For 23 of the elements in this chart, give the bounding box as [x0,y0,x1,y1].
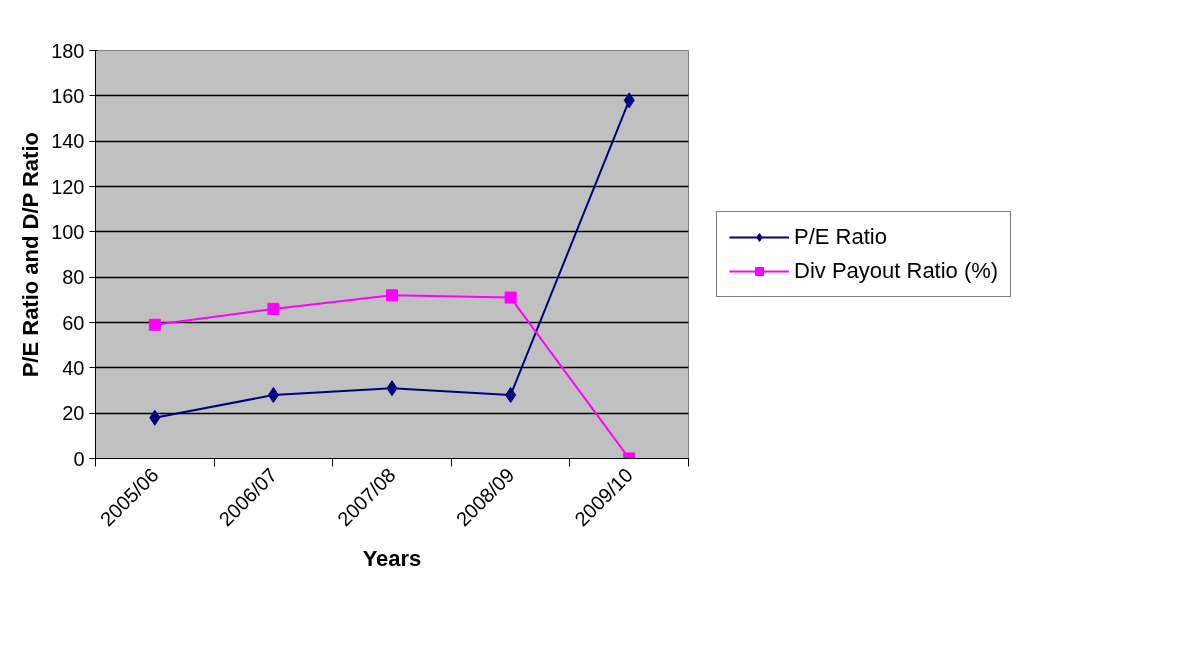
point [505,387,517,404]
y-tick-label: 0 [73,447,85,470]
y-tick-label: 60 [62,311,85,334]
point [148,318,161,331]
point [267,302,280,315]
y-axis-title: P/E Ratio and D/P Ratio [18,132,44,378]
y-tick-label: 160 [51,84,85,107]
legend-label: P/E Ratio [794,224,887,250]
y-tick-label: 80 [62,266,85,289]
y-tick-label: 100 [51,220,85,243]
y-tick-label: 140 [51,130,85,153]
legend-label: Div Payout Ratio (%) [794,258,999,284]
y-tick-label: 120 [51,175,85,198]
y-tick-label: 180 [51,39,85,62]
point [386,289,398,302]
x-axis-title: Years [362,546,422,572]
point [386,380,398,397]
y-tick-label: 40 [62,356,85,379]
y-tick-label: 20 [62,402,85,425]
point [267,387,279,404]
point [149,409,161,426]
point [623,92,635,109]
point [504,291,517,304]
